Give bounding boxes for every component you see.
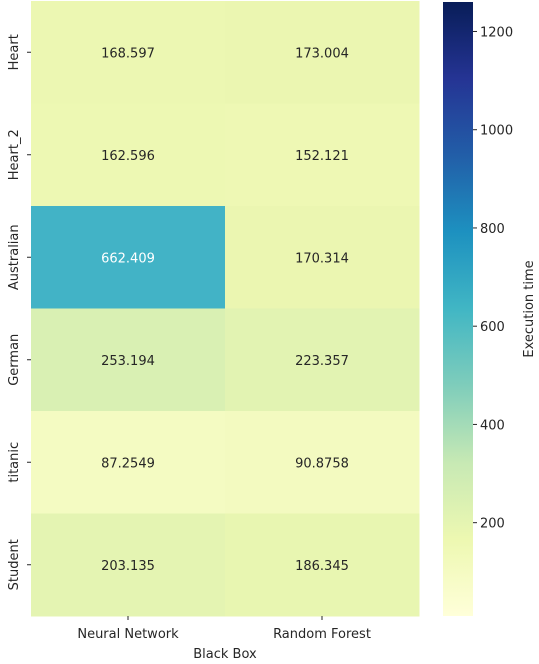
y-axis: Heart Heart_2 Australian German titanic Stude… (7, 34, 31, 590)
colorbar: 200 400 600 800 1000 1200 (443, 2, 513, 616)
heatmap-cell (31, 308, 226, 412)
heatmap-cell-labels: 168.597 173.004 162.596 152.121 662.409 170.3… (101, 46, 349, 574)
colorbar-tick-label: 800 (480, 222, 505, 237)
cell-value-label: 253.194 (101, 354, 155, 369)
y-tick-label: Student (7, 539, 22, 590)
cell-value-label: 186.345 (295, 559, 349, 574)
heatmap-cell (31, 513, 226, 617)
x-tick-label: Neural Network (77, 627, 179, 642)
y-tick-label: German (7, 334, 22, 386)
cell-value-label: 87.2549 (101, 456, 155, 471)
cell-value-label: 152.121 (295, 149, 349, 164)
x-axis-label: Black Box (193, 647, 257, 662)
colorbar-tick-label: 1000 (480, 124, 513, 139)
cell-value-label: 170.314 (295, 251, 349, 266)
x-axis: Neural Network Random Forest (77, 616, 371, 642)
heatmap-cell (225, 103, 420, 207)
heatmap-cells (31, 1, 420, 617)
cell-value-label: 90.8758 (295, 456, 349, 471)
heatmap-cell (31, 206, 226, 309)
y-tick-label: Heart (7, 34, 22, 70)
cell-value-label: 662.409 (101, 251, 155, 266)
heatmap-cell (31, 103, 226, 207)
y-tick-label: titanic (7, 442, 22, 483)
colorbar-gradient (443, 2, 473, 616)
colorbar-tick-label: 1200 (480, 25, 513, 40)
y-tick-label: Heart_2 (7, 129, 22, 180)
heatmap-cell (225, 206, 420, 309)
colorbar-tick-label: 200 (480, 517, 505, 532)
heatmap-cell (225, 308, 420, 412)
heatmap-cell (225, 1, 420, 104)
y-tick-label: Australian (7, 224, 22, 290)
cell-value-label: 162.596 (101, 149, 155, 164)
cell-value-label: 203.135 (101, 559, 155, 574)
colorbar-tick-label: 400 (480, 418, 505, 433)
colorbar-label: Execution time (522, 260, 537, 357)
cell-value-label: 173.004 (295, 46, 349, 61)
cell-value-label: 168.597 (101, 46, 155, 61)
heatmap-cell (31, 411, 226, 514)
x-tick-label: Random Forest (273, 627, 371, 642)
heatmap-cell (225, 411, 420, 514)
heatmap-cell (31, 1, 226, 104)
cell-value-label: 223.357 (295, 354, 349, 369)
colorbar-tick-label: 600 (480, 320, 505, 335)
heatmap-cell (225, 513, 420, 617)
